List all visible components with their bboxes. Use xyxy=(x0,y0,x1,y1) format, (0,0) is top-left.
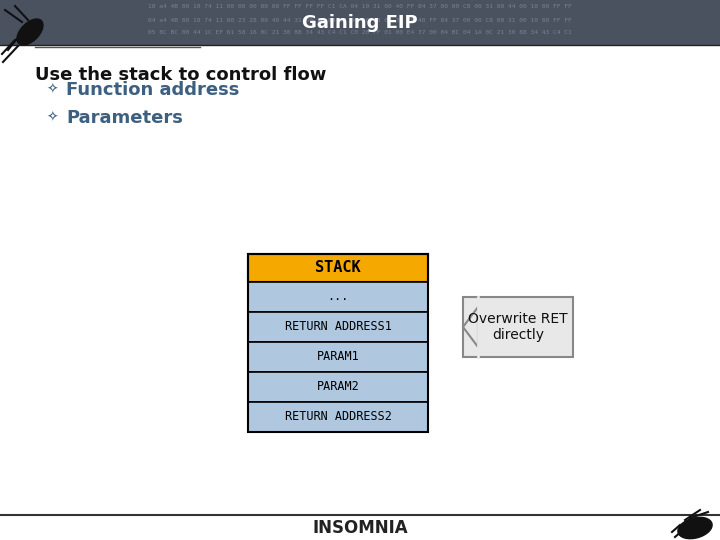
Text: RETURN ADDRESS2: RETURN ADDRESS2 xyxy=(284,410,392,423)
Text: Use the stack to control flow: Use the stack to control flow xyxy=(35,66,326,84)
Text: INSOMNIA: INSOMNIA xyxy=(312,519,408,537)
Polygon shape xyxy=(463,307,478,347)
FancyBboxPatch shape xyxy=(0,45,720,540)
FancyBboxPatch shape xyxy=(248,342,428,372)
Text: Function address: Function address xyxy=(66,81,239,99)
FancyBboxPatch shape xyxy=(0,0,720,45)
Text: PARAM1: PARAM1 xyxy=(317,350,359,363)
Text: STACK: STACK xyxy=(315,260,361,275)
Text: RETURN ADDRESS1: RETURN ADDRESS1 xyxy=(284,321,392,334)
Text: PARAM2: PARAM2 xyxy=(317,381,359,394)
Text: ✧: ✧ xyxy=(46,83,58,97)
Text: ✧: ✧ xyxy=(46,111,58,125)
Text: ...: ... xyxy=(328,291,348,303)
Ellipse shape xyxy=(17,19,43,45)
FancyBboxPatch shape xyxy=(248,282,428,312)
Text: 10 a4 4B 00 10 74 11 00 00 00 00 00 FF FF FF FF C1 CA 04 19 31 00 40 FF 84 37 00: 10 a4 4B 00 10 74 11 00 00 00 00 00 FF F… xyxy=(148,4,572,10)
Text: Parameters: Parameters xyxy=(66,109,183,127)
FancyBboxPatch shape xyxy=(463,297,573,357)
FancyBboxPatch shape xyxy=(248,402,428,432)
Text: 05 8C BC 00 44 1C EF 61 58 16 0C 21 30 88 34 43 C4 C1 C0 20 FF 01 00 E4 37 00 04: 05 8C BC 00 44 1C EF 61 58 16 0C 21 30 8… xyxy=(148,30,572,36)
FancyBboxPatch shape xyxy=(248,254,428,282)
Text: 04 a4 4B 00 10 74 11 00 23 28 00 40 44 31 00 10 84 37 00 00 C8 00 31 FF 40 FF 84: 04 a4 4B 00 10 74 11 00 23 28 00 40 44 3… xyxy=(148,17,572,23)
FancyBboxPatch shape xyxy=(248,372,428,402)
Text: Gaining EIP: Gaining EIP xyxy=(302,14,418,31)
Ellipse shape xyxy=(678,517,712,539)
FancyBboxPatch shape xyxy=(248,312,428,342)
Text: Overwrite RET
directly: Overwrite RET directly xyxy=(468,312,568,342)
